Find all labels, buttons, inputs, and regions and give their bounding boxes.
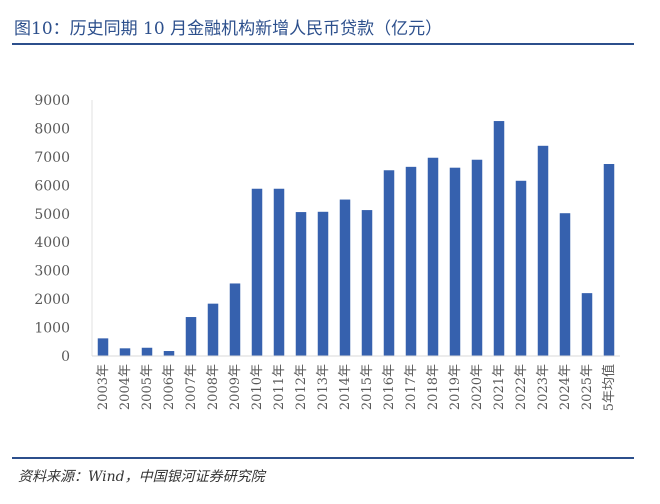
bar-2022年 bbox=[515, 180, 527, 356]
bar-2012年 bbox=[295, 212, 307, 356]
bar-2014年 bbox=[339, 199, 351, 356]
x-tick-label: 2008年 bbox=[206, 364, 221, 410]
bar-2003年 bbox=[97, 338, 109, 356]
y-tick-label: 8000 bbox=[34, 121, 70, 137]
x-tick-label: 2012年 bbox=[294, 364, 309, 410]
y-tick-label: 6000 bbox=[34, 178, 70, 194]
x-tick-label: 2009年 bbox=[228, 364, 243, 410]
bar-2006年 bbox=[163, 351, 175, 356]
x-tick-label: 2020年 bbox=[470, 364, 485, 410]
x-tick-label: 2013年 bbox=[316, 364, 331, 410]
bar-2019年 bbox=[449, 167, 461, 356]
x-tick-label: 2019年 bbox=[448, 364, 463, 410]
bar-2021年 bbox=[493, 121, 505, 356]
bar-2015年 bbox=[361, 210, 373, 356]
x-tick-label: 2023年 bbox=[536, 364, 551, 410]
x-tick-label: 2006年 bbox=[162, 364, 177, 410]
bar-2020年 bbox=[471, 159, 483, 356]
x-tick-label: 2018年 bbox=[426, 364, 441, 410]
x-tick-label: 2005年 bbox=[140, 364, 155, 410]
bar-2009年 bbox=[229, 283, 241, 356]
bar-2005年 bbox=[141, 347, 153, 356]
x-tick-label: 2024年 bbox=[558, 364, 573, 410]
y-tick-label: 7000 bbox=[34, 150, 70, 166]
bottom-divider bbox=[12, 457, 634, 459]
bar-2017年 bbox=[405, 166, 417, 356]
x-tick-label: 2015年 bbox=[360, 364, 375, 410]
x-tick-label: 2022年 bbox=[514, 364, 529, 410]
x-tick-label: 2004年 bbox=[118, 364, 133, 410]
bar-2010年 bbox=[251, 188, 263, 356]
x-tick-label: 2017年 bbox=[404, 364, 419, 410]
bar-2004年 bbox=[119, 348, 131, 356]
y-tick-label: 4000 bbox=[34, 235, 70, 251]
x-tick-label: 2007年 bbox=[184, 364, 199, 410]
top-divider bbox=[12, 43, 634, 45]
bar-5年均值 bbox=[603, 164, 615, 356]
y-tick-label: 1000 bbox=[34, 321, 70, 337]
bar-2025年 bbox=[581, 293, 593, 356]
y-tick-label: 0 bbox=[61, 349, 70, 365]
bar-2023年 bbox=[537, 145, 549, 356]
bar-2011年 bbox=[273, 188, 285, 356]
y-tick-label: 9000 bbox=[34, 93, 70, 109]
chart-title: 图10：历史同期 10 月金融机构新增人民币贷款（亿元） bbox=[14, 19, 443, 39]
y-tick-label: 5000 bbox=[34, 207, 70, 223]
x-tick-label: 2016年 bbox=[382, 364, 397, 410]
x-tick-label: 2025年 bbox=[580, 364, 595, 410]
x-tick-label: 5年均值 bbox=[601, 364, 617, 411]
y-tick-label: 3000 bbox=[34, 264, 70, 280]
bar-2013年 bbox=[317, 211, 329, 356]
bar-2018年 bbox=[427, 157, 439, 356]
bar-2007年 bbox=[185, 317, 197, 356]
x-tick-label: 2014年 bbox=[338, 364, 353, 410]
x-tick-label: 2010年 bbox=[250, 364, 265, 410]
x-tick-label: 2011年 bbox=[272, 364, 287, 410]
bar-2008年 bbox=[207, 303, 219, 356]
source-note: 资料来源：Wind，中国银河证券研究院 bbox=[18, 469, 265, 485]
y-tick-label: 2000 bbox=[34, 292, 70, 308]
bar-2016年 bbox=[383, 170, 395, 356]
x-tick-label: 2003年 bbox=[96, 364, 111, 410]
bar-2024年 bbox=[559, 213, 571, 356]
x-tick-label: 2021年 bbox=[492, 364, 507, 410]
